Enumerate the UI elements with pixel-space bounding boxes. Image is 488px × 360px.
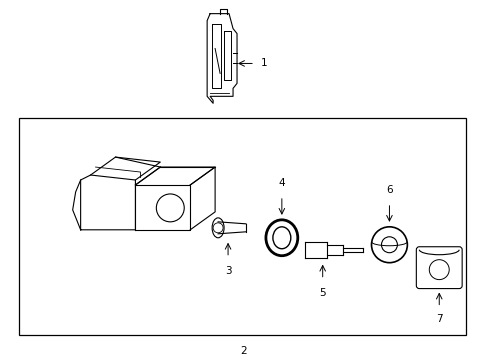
Text: 3: 3	[224, 266, 231, 276]
Text: 1: 1	[261, 58, 267, 68]
Text: 7: 7	[435, 315, 442, 324]
Text: 4: 4	[278, 178, 285, 188]
FancyBboxPatch shape	[415, 247, 461, 289]
Text: 5: 5	[319, 288, 325, 298]
Bar	[19, 118, 465, 336]
Text: 6: 6	[386, 185, 392, 195]
Text: 2: 2	[240, 346, 247, 356]
